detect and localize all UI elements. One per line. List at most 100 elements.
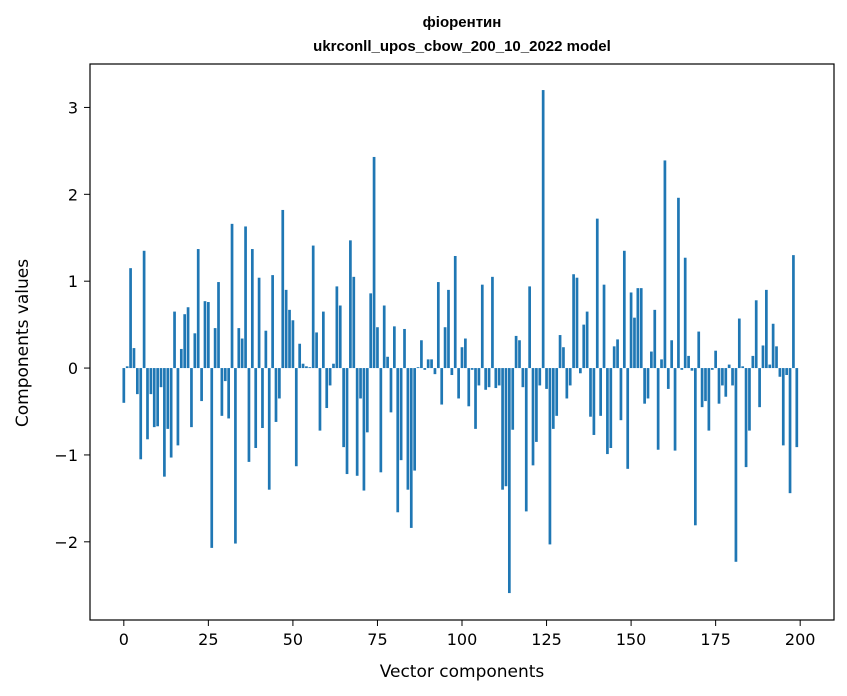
bar-33 [234, 368, 237, 544]
x-tick-label: 0 [119, 630, 129, 649]
bar-153 [639, 288, 643, 369]
y-axis-label: Components values [13, 259, 33, 427]
bar-187 [754, 300, 758, 369]
bar-99 [457, 368, 460, 399]
bar-135 [579, 368, 582, 374]
bar-37 [247, 368, 251, 462]
x-tick-label: 150 [616, 630, 647, 649]
bar-188 [758, 368, 761, 408]
y-tick-label: −2 [54, 533, 78, 552]
bar-57 [315, 332, 318, 369]
bar-194 [778, 368, 782, 377]
bar-179 [727, 364, 731, 369]
bar-192 [771, 323, 775, 369]
bar-86 [413, 368, 417, 471]
bar-43 [267, 368, 271, 490]
bar-90 [426, 359, 430, 369]
bar-58 [318, 368, 322, 431]
bar-94 [440, 368, 444, 405]
bar-109 [491, 276, 494, 369]
chart-subtitle: ukrconll_upos_cbow_200_10_2022 model [313, 38, 611, 55]
bar-0 [122, 368, 126, 403]
bar-123 [538, 368, 542, 386]
bar-12 [163, 368, 166, 477]
bar-6 [142, 250, 146, 369]
bar-98 [453, 255, 457, 369]
bar-142 [602, 284, 606, 369]
bar-88 [420, 340, 423, 369]
bar-167 [687, 355, 690, 369]
bar-100 [460, 347, 464, 369]
bar-16 [176, 368, 180, 446]
bar-70 [359, 368, 362, 399]
bar-53 [301, 363, 305, 369]
bar-175 [714, 350, 717, 369]
chart-title: фіорентин [423, 14, 502, 31]
bar-163 [673, 368, 677, 451]
bar-15 [173, 311, 176, 369]
bar-3 [132, 348, 136, 369]
bar-134 [575, 277, 579, 369]
bar-56 [311, 245, 315, 369]
bar-172 [704, 368, 707, 402]
bar-130 [562, 347, 565, 369]
bar-20 [190, 368, 193, 428]
bar-40 [257, 277, 261, 369]
bar-112 [501, 368, 504, 490]
bar-71 [362, 368, 366, 491]
bar-18 [183, 314, 187, 369]
bar-87 [416, 367, 420, 369]
bar-110 [494, 368, 498, 389]
bar-189 [761, 345, 765, 369]
bar-48 [284, 289, 288, 369]
bar-97 [450, 368, 454, 376]
bar-59 [321, 311, 325, 369]
y-tick-label: 0 [68, 359, 78, 378]
bar-61 [328, 368, 332, 386]
bar-67 [349, 240, 352, 369]
bar-170 [697, 331, 701, 369]
bar-36 [244, 226, 247, 369]
bar-41 [261, 368, 264, 429]
bar-95 [443, 327, 447, 369]
bar-96 [447, 289, 450, 369]
bar-162 [670, 340, 674, 369]
bar-111 [497, 368, 501, 386]
bar-85 [409, 368, 413, 528]
bar-185 [748, 368, 751, 431]
bar-35 [240, 338, 244, 369]
bar-115 [511, 368, 515, 430]
bar-122 [535, 368, 538, 442]
bar-191 [768, 364, 772, 369]
bar-157 [653, 309, 657, 369]
x-tick-label: 125 [531, 630, 562, 649]
bar-147 [619, 368, 623, 421]
bar-39 [254, 368, 258, 448]
bar-24 [203, 301, 207, 369]
x-tick-label: 100 [447, 630, 478, 649]
bar-108 [487, 368, 491, 388]
bar-133 [572, 274, 575, 369]
bar-199 [795, 368, 799, 448]
bar-173 [707, 368, 711, 431]
bar-159 [660, 359, 663, 369]
bar-114 [507, 368, 511, 594]
bar-46 [278, 368, 281, 399]
bar-10 [156, 368, 159, 427]
x-tick-label: 75 [367, 630, 387, 649]
bar-83 [403, 328, 406, 369]
bar-44 [271, 275, 274, 369]
bar-193 [775, 346, 778, 369]
bar-154 [643, 368, 646, 404]
bar-106 [480, 284, 484, 369]
bar-197 [788, 368, 792, 494]
bar-105 [477, 368, 481, 386]
bar-84 [406, 368, 410, 490]
bar-74 [372, 156, 376, 369]
bar-129 [558, 335, 562, 369]
x-tick-label: 25 [198, 630, 218, 649]
bar-26 [210, 368, 214, 548]
bar-65 [342, 368, 345, 448]
bar-144 [609, 368, 613, 448]
bar-32 [230, 223, 234, 369]
